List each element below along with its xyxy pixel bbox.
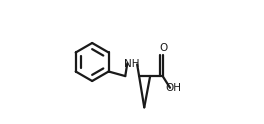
Text: OH: OH bbox=[166, 83, 181, 93]
Text: O: O bbox=[160, 43, 168, 53]
Text: NH: NH bbox=[124, 59, 140, 69]
